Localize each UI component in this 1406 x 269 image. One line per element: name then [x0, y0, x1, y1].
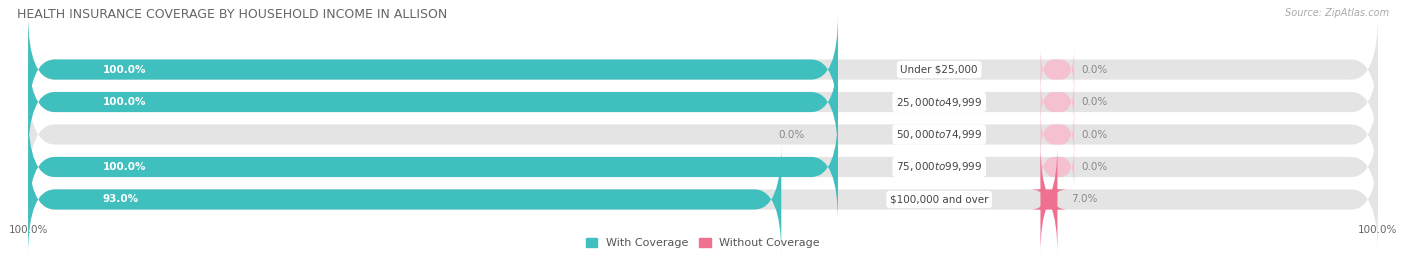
Text: 100.0%: 100.0% — [103, 162, 146, 172]
FancyBboxPatch shape — [28, 112, 838, 222]
Text: 7.0%: 7.0% — [1071, 194, 1097, 204]
FancyBboxPatch shape — [28, 144, 1378, 254]
Text: 0.0%: 0.0% — [1081, 97, 1107, 107]
Text: HEALTH INSURANCE COVERAGE BY HOUSEHOLD INCOME IN ALLISON: HEALTH INSURANCE COVERAGE BY HOUSEHOLD I… — [17, 8, 447, 21]
Text: 0.0%: 0.0% — [1081, 129, 1107, 140]
FancyBboxPatch shape — [28, 47, 1378, 157]
Text: Source: ZipAtlas.com: Source: ZipAtlas.com — [1285, 8, 1389, 18]
Text: 100.0%: 100.0% — [103, 65, 146, 75]
FancyBboxPatch shape — [28, 144, 782, 254]
Text: $75,000 to $99,999: $75,000 to $99,999 — [896, 161, 983, 174]
FancyBboxPatch shape — [28, 47, 838, 157]
FancyBboxPatch shape — [1040, 112, 1074, 157]
Text: 0.0%: 0.0% — [778, 129, 804, 140]
FancyBboxPatch shape — [1040, 80, 1074, 125]
Text: $50,000 to $74,999: $50,000 to $74,999 — [896, 128, 983, 141]
Text: Under $25,000: Under $25,000 — [900, 65, 979, 75]
FancyBboxPatch shape — [1040, 144, 1074, 189]
FancyBboxPatch shape — [28, 15, 838, 125]
FancyBboxPatch shape — [1031, 144, 1067, 254]
Text: 93.0%: 93.0% — [103, 194, 138, 204]
Text: $25,000 to $49,999: $25,000 to $49,999 — [896, 95, 983, 108]
Text: 0.0%: 0.0% — [1081, 162, 1107, 172]
Text: $100,000 and over: $100,000 and over — [890, 194, 988, 204]
FancyBboxPatch shape — [28, 80, 1378, 189]
Text: 100.0%: 100.0% — [103, 97, 146, 107]
FancyBboxPatch shape — [1040, 47, 1074, 92]
FancyBboxPatch shape — [28, 112, 1378, 222]
Text: 0.0%: 0.0% — [1081, 65, 1107, 75]
Legend: With Coverage, Without Coverage: With Coverage, Without Coverage — [582, 233, 824, 253]
FancyBboxPatch shape — [28, 15, 1378, 125]
